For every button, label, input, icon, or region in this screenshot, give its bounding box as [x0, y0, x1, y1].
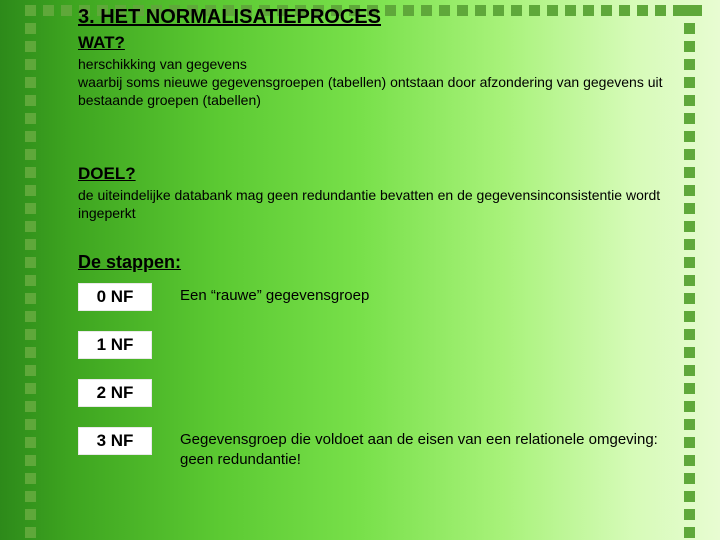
step-row: 2 NF: [78, 379, 666, 407]
section-body-doel: de uiteindelijke databank mag geen redun…: [78, 186, 666, 222]
slide-content: 3. HET NORMALISATIEPROCES WAT? herschikk…: [78, 6, 666, 470]
step-badge-1nf: 1 NF: [78, 331, 152, 359]
step-badge-0nf: 0 NF: [78, 283, 152, 311]
step-row: 1 NF: [78, 331, 666, 359]
section-body-wat: herschikking van gegevenswaarbij soms ni…: [78, 55, 666, 110]
step-desc-3nf: Gegevensgroep die voldoet aan de eisen v…: [180, 427, 666, 471]
step-desc-0nf: Een “rauwe” gegevensgroep: [180, 283, 369, 306]
step-badge-3nf: 3 NF: [78, 427, 152, 455]
section-heading-wat: WAT?: [78, 33, 666, 53]
slide: 3. HET NORMALISATIEPROCES WAT? herschikk…: [0, 0, 720, 540]
step-row: 0 NF Een “rauwe” gegevensgroep: [78, 283, 666, 311]
section-heading-stappen: De stappen:: [78, 252, 666, 273]
steps-list: 0 NF Een “rauwe” gegevensgroep 1 NF 2 NF…: [78, 283, 666, 471]
step-badge-2nf: 2 NF: [78, 379, 152, 407]
slide-title: 3. HET NORMALISATIEPROCES: [78, 6, 666, 29]
step-row: 3 NF Gegevensgroep die voldoet aan de ei…: [78, 427, 666, 471]
section-heading-doel: DOEL?: [78, 164, 666, 184]
